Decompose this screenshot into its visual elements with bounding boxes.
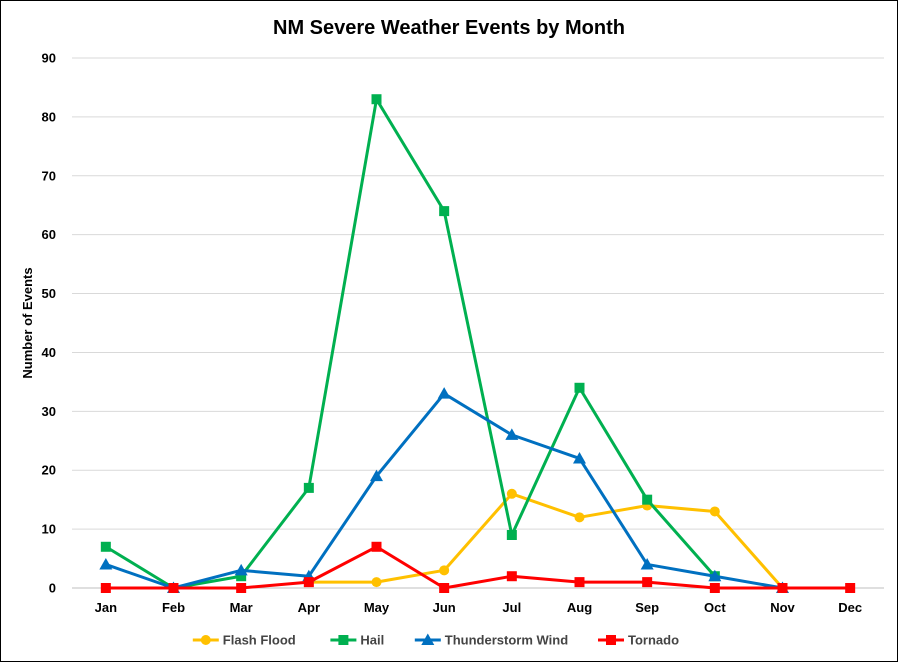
legend: Flash Flood Hail Thunderstorm Wind Tornado — [192, 633, 679, 648]
x-tick-label: Feb — [162, 600, 185, 615]
y-tick-label: 50 — [42, 286, 56, 301]
data-point-tornado — [168, 583, 179, 593]
data-point-hail — [303, 482, 314, 493]
legend-item-hail: Hail — [330, 633, 384, 648]
chart-title: NM Severe Weather Events by Month — [273, 17, 625, 39]
data-point-tornado — [100, 583, 111, 593]
y-tick-label: 0 — [49, 581, 56, 596]
x-tick-label: Oct — [704, 600, 726, 615]
legend-marker — [421, 633, 435, 645]
y-axis-title: Number of Events — [20, 267, 35, 378]
data-point-thunderstorm-wind — [234, 563, 248, 576]
data-point-tornado — [845, 583, 856, 593]
x-tick-label: Aug — [567, 600, 592, 615]
data-point-tornado — [506, 571, 517, 582]
series-line-hail — [105, 97, 716, 590]
data-point-tornado — [642, 577, 653, 588]
y-tick-label: 10 — [42, 522, 56, 537]
legend-label: Hail — [360, 633, 384, 648]
series-tornado — [100, 541, 856, 593]
y-tick-label: 40 — [42, 345, 56, 360]
data-point-hail — [236, 571, 247, 582]
series-line-thunderstorm-wind — [105, 392, 783, 590]
data-point-hail — [642, 494, 653, 505]
y-tick-label: 90 — [42, 51, 56, 66]
y-axis-ticks: 0 10 20 30 40 50 60 70 80 90 — [42, 51, 56, 596]
series-line-flash-flood — [308, 492, 784, 589]
data-point-hail — [506, 530, 517, 540]
data-point-flash-flood — [506, 488, 517, 499]
data-point-tornado — [574, 577, 585, 588]
x-tick-label: Nov — [770, 600, 795, 615]
x-tick-label: Jan — [95, 600, 117, 615]
y-tick-label: 20 — [42, 463, 56, 478]
y-tick-label: 80 — [42, 109, 56, 124]
gridlines — [72, 57, 884, 589]
legend-label: Tornado — [628, 633, 679, 648]
data-point-thunderstorm-wind — [437, 387, 451, 399]
legend-label: Thunderstorm Wind — [445, 633, 568, 648]
legend-item-flash-flood: Flash Flood — [192, 633, 296, 648]
data-point-flash-flood — [371, 577, 382, 588]
y-tick-label: 60 — [42, 227, 56, 242]
x-tick-label: Dec — [838, 600, 862, 615]
data-point-flash-flood — [574, 512, 585, 523]
x-axis-ticks: Jan Feb Mar Apr May Jun Jul Aug Sep Oct Nov Dec — [95, 600, 862, 615]
data-point-thunderstorm-wind — [573, 451, 586, 464]
x-tick-label: Jun — [433, 600, 456, 615]
data-point-thunderstorm-wind — [708, 569, 722, 582]
legend-item-thunderstorm-wind: Thunderstorm Wind — [414, 633, 568, 648]
data-point-hail — [371, 94, 382, 105]
data-point-flash-flood — [439, 565, 450, 576]
data-point-thunderstorm-wind — [640, 557, 654, 570]
legend-marker — [606, 635, 616, 645]
series-line-tornado — [105, 545, 851, 590]
data-point-tornado — [709, 583, 720, 593]
legend-label: Flash Flood — [223, 633, 296, 648]
series-hail — [100, 94, 720, 593]
data-point-tornado — [439, 583, 450, 593]
legend-marker — [200, 635, 211, 645]
data-point-thunderstorm-wind — [99, 557, 113, 570]
x-tick-label: Mar — [230, 600, 253, 615]
x-tick-label: May — [364, 600, 390, 615]
data-point-hail — [574, 382, 585, 393]
data-point-hail — [439, 206, 450, 217]
data-point-tornado — [303, 577, 314, 588]
x-tick-label: Jul — [502, 600, 521, 615]
legend-marker — [338, 635, 349, 645]
y-tick-label: 70 — [42, 168, 56, 183]
x-tick-label: Apr — [298, 600, 320, 615]
data-point-hail — [100, 541, 111, 552]
y-tick-label: 30 — [42, 404, 56, 419]
x-tick-label: Sep — [635, 600, 659, 615]
series-thunderstorm-wind — [99, 387, 789, 593]
data-point-flash-flood — [709, 506, 720, 517]
data-point-thunderstorm-wind — [505, 428, 519, 440]
data-point-tornado — [777, 583, 788, 593]
data-point-tornado — [371, 541, 382, 552]
legend-item-tornado: Tornado — [598, 633, 679, 648]
series-group — [99, 94, 856, 593]
data-point-thunderstorm-wind — [370, 469, 383, 482]
data-point-tornado — [236, 583, 247, 593]
